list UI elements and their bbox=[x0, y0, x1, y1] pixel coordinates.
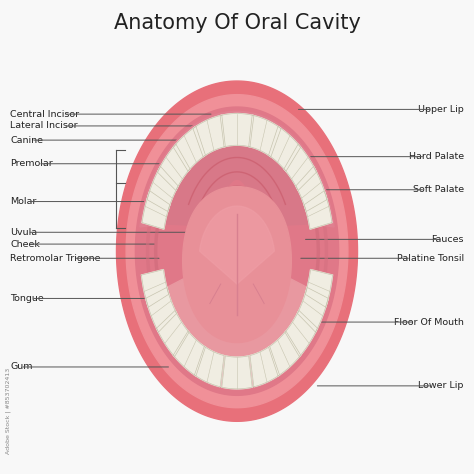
Polygon shape bbox=[167, 271, 307, 356]
Text: Tongue: Tongue bbox=[10, 294, 44, 303]
Polygon shape bbox=[230, 211, 244, 225]
Polygon shape bbox=[165, 146, 309, 227]
Text: Canine: Canine bbox=[10, 136, 43, 145]
Text: Gum: Gum bbox=[10, 363, 33, 372]
Polygon shape bbox=[202, 191, 232, 228]
Text: Hard Palate: Hard Palate bbox=[409, 152, 464, 161]
Text: Central Incisor: Central Incisor bbox=[10, 109, 79, 118]
Polygon shape bbox=[173, 331, 205, 376]
Text: Lateral Incisor: Lateral Incisor bbox=[10, 121, 78, 130]
Text: Premolar: Premolar bbox=[10, 159, 53, 168]
Polygon shape bbox=[242, 191, 272, 228]
Polygon shape bbox=[269, 331, 301, 376]
Text: Soft Palate: Soft Palate bbox=[413, 185, 464, 194]
Polygon shape bbox=[157, 144, 190, 191]
Polygon shape bbox=[305, 270, 333, 307]
Polygon shape bbox=[200, 206, 274, 284]
Polygon shape bbox=[117, 81, 357, 421]
Text: Palatine Tonsil: Palatine Tonsil bbox=[397, 254, 464, 263]
Polygon shape bbox=[269, 127, 301, 171]
Circle shape bbox=[227, 219, 247, 240]
Text: Upper Lip: Upper Lip bbox=[418, 105, 464, 114]
Polygon shape bbox=[197, 186, 277, 228]
Polygon shape bbox=[147, 166, 178, 211]
Polygon shape bbox=[140, 111, 334, 227]
Text: Adobe Stock | #853702413: Adobe Stock | #853702413 bbox=[5, 368, 11, 455]
Polygon shape bbox=[304, 191, 332, 229]
Polygon shape bbox=[284, 144, 317, 191]
Polygon shape bbox=[297, 287, 328, 332]
Polygon shape bbox=[249, 115, 281, 157]
Polygon shape bbox=[136, 107, 338, 395]
Text: Retromolar Trigone: Retromolar Trigone bbox=[10, 254, 100, 263]
Polygon shape bbox=[222, 356, 252, 389]
Text: Fauces: Fauces bbox=[431, 235, 464, 244]
Polygon shape bbox=[156, 310, 189, 356]
Polygon shape bbox=[182, 187, 292, 343]
Polygon shape bbox=[219, 199, 255, 240]
Polygon shape bbox=[143, 278, 331, 390]
Text: Floor Of Mouth: Floor Of Mouth bbox=[394, 318, 464, 327]
Text: Uvula: Uvula bbox=[10, 228, 37, 237]
Polygon shape bbox=[126, 95, 348, 408]
Polygon shape bbox=[220, 113, 254, 147]
Polygon shape bbox=[193, 115, 225, 157]
Text: Cheek: Cheek bbox=[10, 239, 40, 248]
Polygon shape bbox=[146, 287, 177, 332]
Polygon shape bbox=[142, 191, 170, 229]
Polygon shape bbox=[141, 270, 169, 307]
Text: Lower Lip: Lower Lip bbox=[419, 382, 464, 391]
Polygon shape bbox=[285, 310, 318, 356]
Polygon shape bbox=[173, 127, 205, 171]
Polygon shape bbox=[194, 346, 224, 387]
Text: Molar: Molar bbox=[10, 197, 36, 206]
Text: Anatomy Of Oral Cavity: Anatomy Of Oral Cavity bbox=[114, 12, 360, 33]
Polygon shape bbox=[250, 346, 280, 387]
Polygon shape bbox=[296, 166, 327, 211]
